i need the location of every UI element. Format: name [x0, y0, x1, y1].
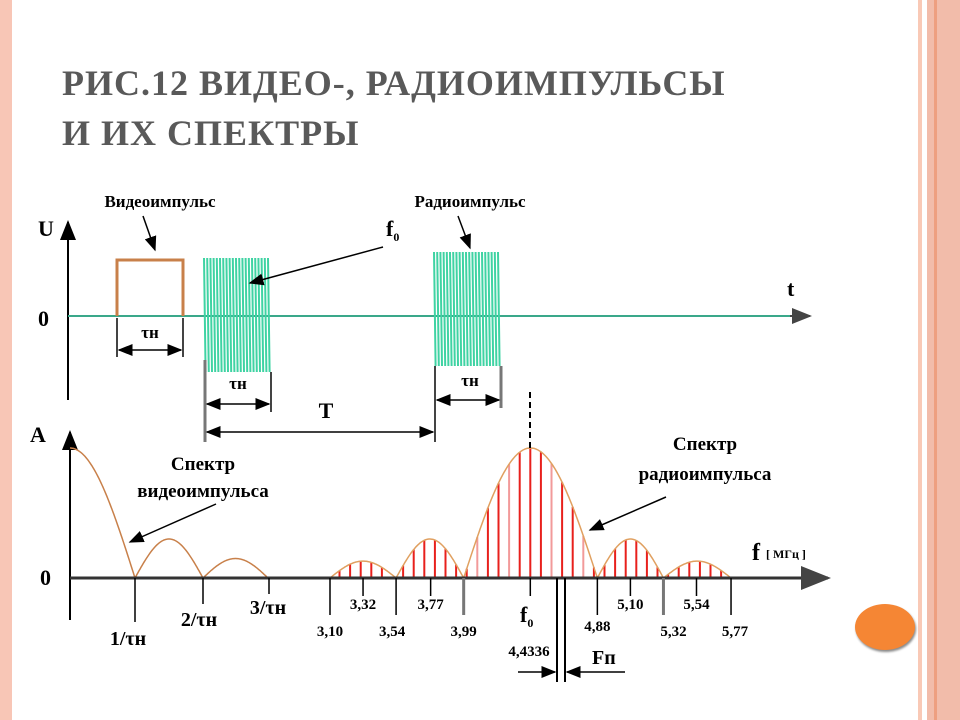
left-decor-band — [0, 0, 12, 720]
zero-label: 3,10 — [317, 624, 343, 640]
carrier-label: f0 — [386, 216, 399, 244]
spectrum-plot: A 0 f[ МГц ] 3,10 3,54 3,99 4,88 5,32 5,77 3,3… — [30, 392, 831, 682]
peak-label: 5,10 — [617, 597, 643, 613]
t-axis-label: t — [787, 276, 795, 301]
video-spectrum-label: Спектр видеоимпульса — [137, 454, 269, 502]
zero-label: 4,88 — [584, 619, 610, 635]
a-axis-label: A — [30, 422, 46, 447]
video-pulse — [115, 258, 185, 316]
right-decor-stripe — [934, 0, 937, 720]
radio-spectrum-label: Спектр радиоимпульса — [639, 434, 772, 485]
radio-pulse-label: Радиоимпульс — [414, 192, 526, 211]
spectrum-zero-label: 0 — [40, 565, 51, 590]
f-axis-label: f[ МГц ] — [752, 540, 806, 566]
zero-label: 3,54 — [379, 624, 406, 640]
carrier-pointer — [248, 246, 384, 286]
title-line-1: РИС.12 ВИДЕО-, РАДИОИМПУЛЬСЫ — [62, 63, 726, 103]
oscillation — [433, 251, 501, 367]
peak-label: 5,54 — [683, 597, 710, 613]
radio1-width-label: τн — [229, 374, 247, 393]
video-tick-2: 2/τн — [181, 609, 217, 631]
radio-pulse-pointer — [457, 215, 471, 250]
u-axis-label: U — [38, 216, 54, 241]
video-spectrum-pointer — [128, 503, 217, 543]
video-width-label: τн — [141, 323, 159, 342]
f0-value: 4,4336 — [508, 644, 550, 660]
slide-title: РИС.12 ВИДЕО-, РАДИОИМПУЛЬСЫ И ИХ СПЕКТР… — [62, 58, 726, 158]
fp-label: Fп — [592, 647, 616, 669]
zero-label: 5,77 — [722, 624, 749, 640]
title-line-2: И ИХ СПЕКТРЫ — [62, 113, 360, 153]
right-decor-band — [927, 0, 960, 720]
video-pulse-label: Видеоимпульс — [104, 192, 216, 211]
period-label: T — [319, 398, 334, 423]
radio-pulse-2 — [433, 251, 501, 367]
right-decor-line — [918, 0, 922, 720]
video-tick-3: 3/τн — [250, 597, 286, 619]
frequency-ticks: 3,10 3,54 3,99 4,88 5,32 5,77 3,32 3,77 5,10 5,54 — [317, 578, 749, 640]
video-tick-1: 1/τн — [110, 628, 146, 650]
radio-pulse-1 — [203, 257, 271, 373]
f0-label: f0 — [520, 602, 533, 630]
radio-spectrum-pointer — [588, 496, 667, 531]
decor-orange-circle — [855, 604, 915, 650]
zero-label: 5,32 — [660, 624, 686, 640]
peak-label: 3,32 — [350, 597, 376, 613]
video-spectrum-envelope — [70, 447, 269, 580]
time-zero-label: 0 — [38, 306, 49, 331]
zero-label: 3,99 — [451, 624, 477, 640]
spectral-lines — [338, 448, 723, 578]
radio2-width-label: τн — [461, 371, 479, 390]
video-pulse-pointer — [142, 215, 157, 252]
peak-label: 3,77 — [418, 597, 445, 613]
time-plot: U 0 t Видеоимпульс Радиоимпульс f0 τн τн… — [38, 192, 812, 442]
oscillation — [203, 257, 271, 373]
